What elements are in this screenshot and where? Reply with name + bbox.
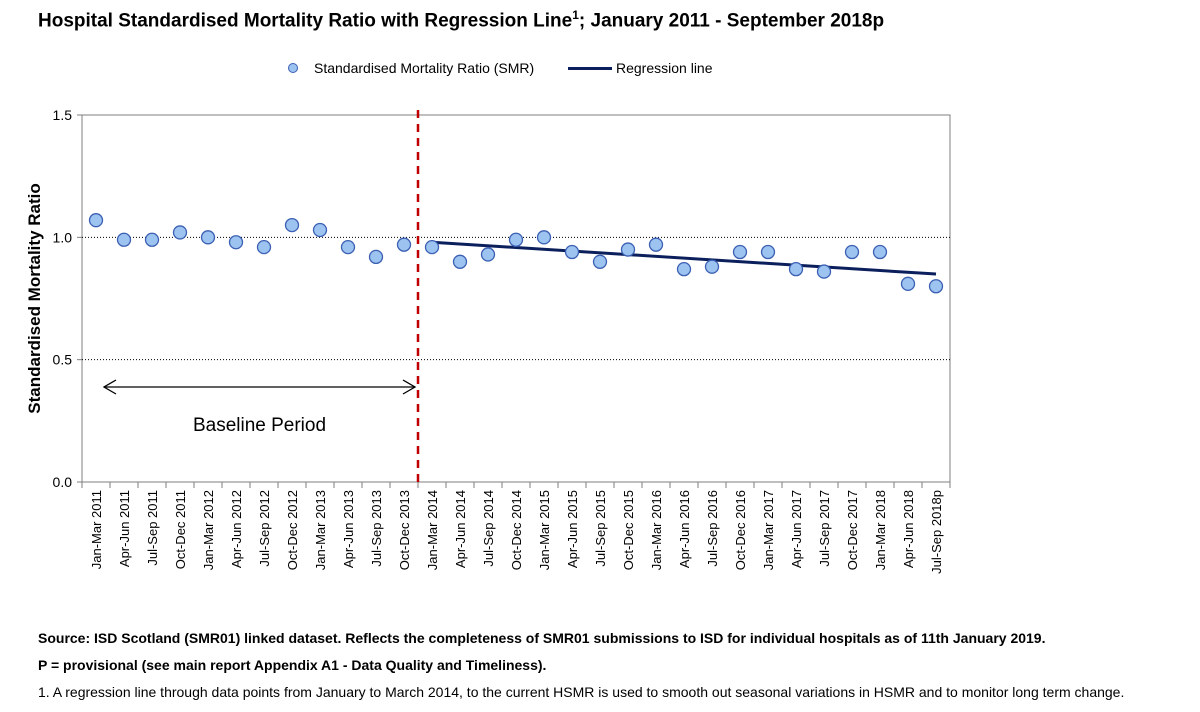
x-tick-label: Jan-Mar 2012 [201,490,216,570]
smr-point [844,244,860,260]
smr-point [676,261,692,277]
legend-item-regression: Regression line [568,60,713,76]
x-tick-label: Jul-Sep 2015 [593,490,608,567]
smr-point [648,237,664,252]
smr-point [144,232,160,247]
smr-point [312,222,328,238]
x-tick-label: Apr-Jun 2018 [901,490,916,568]
smr-point [760,244,776,260]
x-tick-label: Oct-Dec 2012 [285,490,300,570]
baseline-arrow-head-right [402,379,417,395]
smr-point [396,237,412,252]
y-tick-label: 0.0 [53,474,73,490]
smr-point [788,261,804,277]
smr-point [704,259,720,274]
x-tick-label: Jan-Mar 2017 [761,490,776,570]
footnote-provisional: P = provisional (see main report Appendi… [38,657,547,673]
x-tick-label: Jan-Mar 2013 [313,490,328,570]
smr-point [116,232,132,247]
legend-label-smr: Standardised Mortality Ratio (SMR) [314,60,535,76]
smr-point [340,239,356,255]
x-tick-label: Oct-Dec 2014 [509,490,524,570]
title-suffix: ; January 2011 - September 2018p [578,10,885,32]
smr-point [620,242,636,257]
smr-point [816,264,832,279]
x-tick-label: Apr-Jun 2015 [565,490,580,568]
smr-point [480,247,496,262]
title-superscript: 1 [572,8,579,22]
x-tick-label: Jul-Sep 2011 [145,490,160,566]
x-tick-label: Oct-Dec 2016 [733,490,748,570]
baseline-arrow-head-left [102,379,117,395]
x-tick-label: Apr-Jun 2017 [789,490,804,568]
y-tick-label: 0.5 [53,352,73,368]
legend-marker-smr [288,63,298,73]
x-tick-label: Jul-Sep 2016 [705,490,720,567]
smr-point [256,239,272,255]
legend: Standardised Mortality Ratio (SMR) Regre… [0,60,1200,82]
x-tick-label: Apr-Jun 2011 [117,490,132,567]
x-tick-label: Oct-Dec 2017 [845,490,860,570]
x-tick-label: Apr-Jun 2016 [677,490,692,568]
x-tick-label: Apr-Jun 2013 [341,490,356,568]
title-main: Hospital Standardised Mortality Ratio wi… [38,10,573,32]
x-tick-label: Jan-Mar 2015 [537,490,552,570]
legend-item-smr: Standardised Mortality Ratio (SMR) [288,60,534,76]
x-tick-label: Jul-Sep 2014 [481,490,496,567]
x-tick-label: Jul-Sep 2013 [369,490,384,567]
smr-point [284,217,300,233]
smr-point [732,244,748,260]
y-axis-label: Standardised Mortality Ratio [25,183,44,413]
x-tick-label: Oct-Dec 2013 [397,490,412,570]
smr-point [368,249,384,265]
smr-point [872,244,888,260]
x-tick-label: Jul-Sep 2017 [817,490,832,567]
x-tick-label: Jan-Mar 2014 [425,490,440,570]
legend-line-regression [568,66,612,70]
smr-point [536,230,552,245]
smr-point [172,225,188,240]
x-tick-label: Jul-Sep 2012 [257,490,272,567]
chart-title: Hospital Standardised Mortality Ratio wi… [38,8,884,32]
smr-point [564,244,580,260]
x-tick-label: Oct-Dec 2011 [173,490,188,569]
baseline-label: Baseline Period [193,415,326,436]
smr-point [228,235,244,250]
smr-point [452,254,468,269]
x-tick-label: Jul-Sep 2018p [929,490,944,574]
smr-point [592,254,608,269]
y-tick-label: 1.5 [53,107,73,123]
y-tick-label: 1.0 [53,229,73,245]
x-tick-label: Oct-Dec 2015 [621,490,636,570]
smr-point [88,213,104,228]
chart-plot: 0.0 0.5 1.0 1.5 Standardised Mortality Ratio… [25,107,951,574]
plot-area [81,114,951,483]
legend-label-regression: Regression line [616,60,713,76]
smr-point [900,276,916,291]
smr-point [508,232,524,247]
smr-point [928,279,944,294]
footnote-regression: 1. A regression line through data points… [38,684,1125,700]
x-tick-label: Jan-Mar 2018 [873,490,888,570]
x-tick-label: Jan-Mar 2011 [89,490,104,569]
smr-point [424,239,440,255]
footnote-source: Source: ISD Scotland (SMR01) linked data… [38,630,1046,646]
regression-line [431,240,937,276]
x-tick-label: Jan-Mar 2016 [649,490,664,570]
x-tick-label: Apr-Jun 2012 [229,490,244,568]
smr-point [200,230,216,245]
x-tick-label: Apr-Jun 2014 [453,490,468,568]
